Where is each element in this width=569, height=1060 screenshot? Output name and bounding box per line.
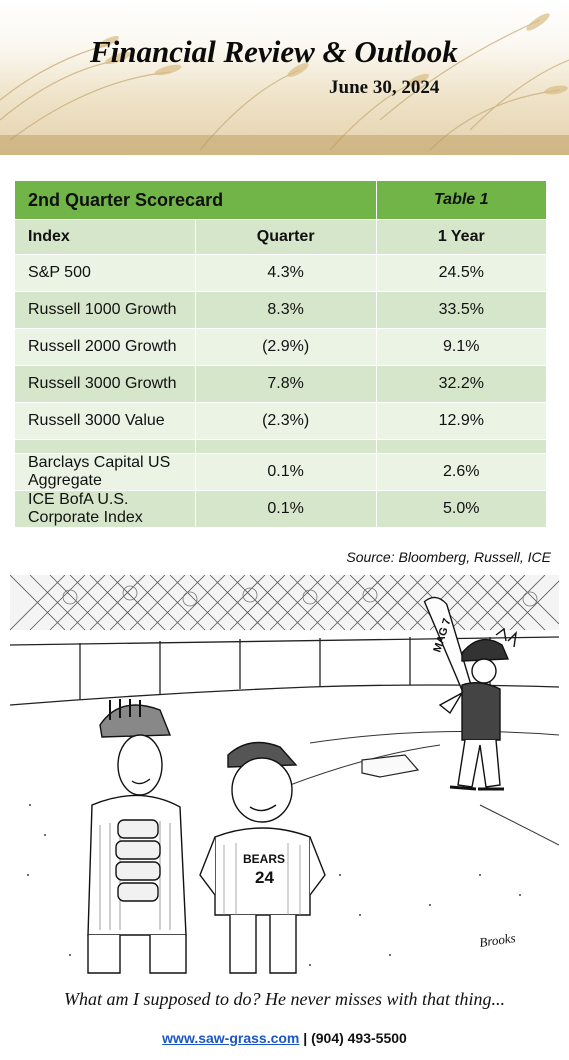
- column-header-index: Index: [14, 219, 196, 255]
- index-name: ICE BofA U.S. Corporate Index: [14, 490, 196, 528]
- footer-separator: |: [303, 1030, 308, 1046]
- index-name: Russell 3000 Value: [14, 402, 196, 440]
- home-plate: [361, 754, 420, 778]
- table-row: Russell 3000 Growth 7.8% 32.2%: [14, 365, 548, 403]
- table-label: Table 1: [375, 180, 548, 220]
- year-return: 5.0%: [375, 490, 548, 528]
- catcher-figure: [87, 699, 187, 974]
- column-header-year: 1 Year: [375, 219, 548, 255]
- crowd: [62, 585, 538, 607]
- table-row: Barclays Capital US Aggregate 0.1% 2.6%: [14, 453, 548, 491]
- quarter-return: (2.3%): [194, 402, 377, 440]
- index-name: Russell 1000 Growth: [14, 291, 196, 329]
- table-source-note: Source: Bloomberg, Russell, ICE: [346, 549, 551, 565]
- table-spacer-row: [14, 439, 548, 454]
- year-return: 9.1%: [375, 328, 548, 366]
- index-name: Russell 3000 Growth: [14, 365, 196, 403]
- year-return: 32.2%: [375, 365, 548, 403]
- column-header-row: Index Quarter 1 Year: [14, 219, 548, 255]
- index-name: Russell 2000 Growth: [14, 328, 196, 366]
- table-row: ICE BofA U.S. Corporate Index 0.1% 5.0%: [14, 490, 548, 528]
- jersey-number-text: 24: [255, 868, 274, 887]
- footer: www.saw-grass.com | (904) 493-5500: [0, 1030, 569, 1046]
- year-return: 12.9%: [375, 402, 548, 440]
- artist-signature: Brooks: [478, 930, 516, 950]
- quarter-return: 8.3%: [194, 291, 377, 329]
- year-return: 2.6%: [375, 453, 548, 491]
- header-banner: Financial Review & Outlook June 30, 2024: [0, 0, 569, 155]
- scorecard-table: 2nd Quarter Scorecard Table 1 Index Quar…: [14, 180, 548, 528]
- table-row: Russell 2000 Growth (2.9%) 9.1%: [14, 328, 548, 366]
- website-link[interactable]: www.saw-grass.com: [162, 1030, 300, 1046]
- page-title: Financial Review & Outlook: [90, 34, 458, 69]
- quarter-return: 7.8%: [194, 365, 377, 403]
- infield-lines: [289, 730, 559, 846]
- cartoon-caption: What am I supposed to do? He never misse…: [64, 989, 505, 1009]
- chain-link-fence: [10, 575, 559, 631]
- report-date: June 30, 2024: [329, 77, 440, 98]
- quarter-return: 4.3%: [194, 254, 377, 292]
- table-row: Russell 1000 Growth 8.3% 33.5%: [14, 291, 548, 329]
- phone-number: (904) 493-5500: [311, 1030, 407, 1046]
- pitcher-figure: BEARS 24: [199, 741, 326, 974]
- baseball-cartoon: MAG 7 BEARS 24: [10, 575, 559, 974]
- quarter-return: (2.9%): [194, 328, 377, 366]
- year-return: 24.5%: [375, 254, 548, 292]
- quarter-return: 0.1%: [194, 453, 377, 491]
- year-return: 33.5%: [375, 291, 548, 329]
- column-header-quarter: Quarter: [194, 219, 377, 255]
- jersey-team-text: BEARS: [243, 852, 285, 866]
- quarter-return: 0.1%: [194, 490, 377, 528]
- table-title: 2nd Quarter Scorecard: [14, 180, 377, 220]
- table-title-row: 2nd Quarter Scorecard Table 1: [14, 180, 548, 220]
- index-name: Barclays Capital US Aggregate: [14, 453, 196, 491]
- table-row: S&P 500 4.3% 24.5%: [14, 254, 548, 292]
- wheat-field-illustration: [0, 13, 569, 155]
- table-row: Russell 3000 Value (2.3%) 12.9%: [14, 402, 548, 440]
- batter-figure: MAG 7: [423, 596, 517, 791]
- index-name: S&P 500: [14, 254, 196, 292]
